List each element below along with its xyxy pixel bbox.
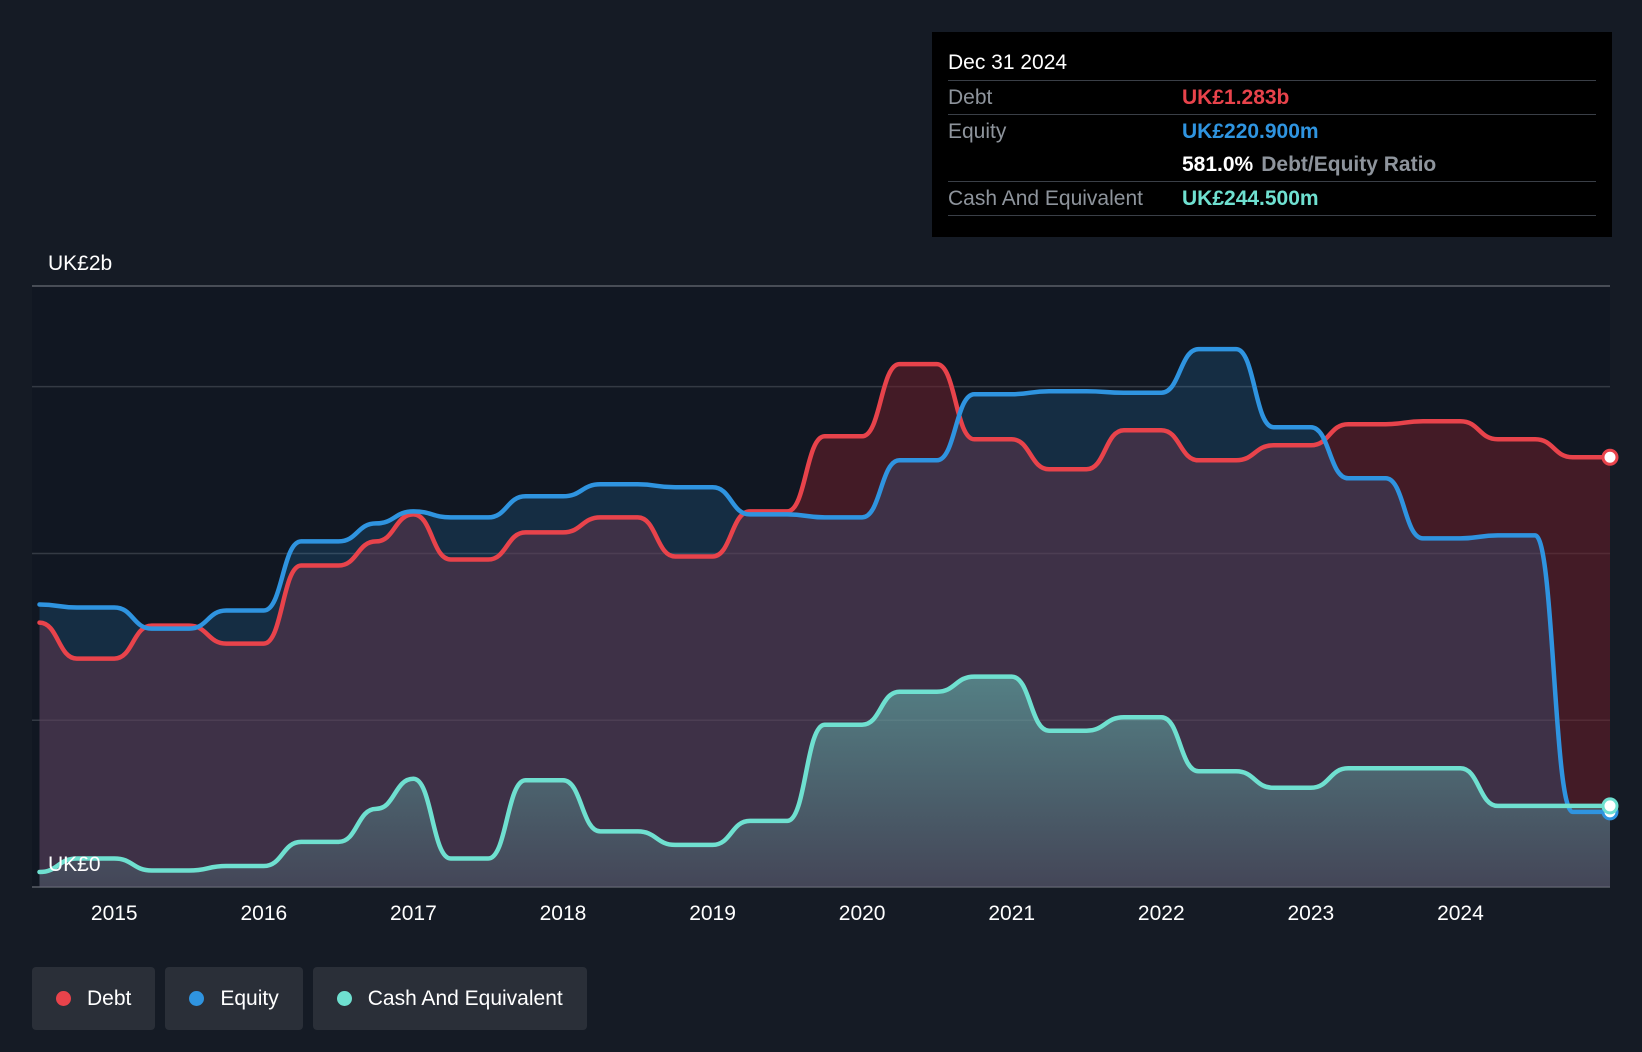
tooltip-cash-row: Cash And Equivalent UK£244.500m xyxy=(948,181,1596,216)
cash-dot-icon xyxy=(336,991,352,1006)
cash-series-line xyxy=(37,674,1613,875)
legend-item-equity[interactable]: Equity xyxy=(165,967,303,1030)
x-tick-label: 2021 xyxy=(988,902,1035,925)
x-tick-label: 2022 xyxy=(1138,902,1185,925)
tooltip-debt-value: UK£1.283b xyxy=(1182,85,1290,109)
equity-dot-icon xyxy=(189,991,205,1006)
legend-cash-label: Cash And Equivalent xyxy=(367,986,563,1010)
x-tick-label: 2023 xyxy=(1287,902,1334,925)
legend-item-cash[interactable]: Cash And Equivalent xyxy=(312,967,587,1030)
y-axis-bottom-label: UK£0 xyxy=(48,853,101,876)
x-tick-label: 2017 xyxy=(390,902,437,925)
debt-series-line xyxy=(37,361,1613,661)
tooltip-ratio-row: 581.0% Debt/Equity Ratio xyxy=(948,148,1596,181)
tooltip-equity-label: Equity xyxy=(948,119,1007,143)
data-tooltip: Dec 31 2024 Debt UK£1.283b Equity UK£220… xyxy=(932,32,1612,237)
cash-area xyxy=(39,676,1610,887)
equity-series-line xyxy=(37,346,1613,815)
tooltip-cash-value: UK£244.500m xyxy=(1182,186,1319,210)
debt-endpoint-marker xyxy=(1601,448,1619,466)
x-tick-label: 2018 xyxy=(540,902,587,925)
tooltip-equity-value: UK£220.900m xyxy=(1182,119,1319,143)
tooltip-equity-row: Equity UK£220.900m xyxy=(948,114,1596,148)
x-tick-label: 2016 xyxy=(240,902,287,925)
x-tick-label: 2015 xyxy=(91,902,138,925)
legend-debt-label: Debt xyxy=(87,986,132,1010)
tooltip-ratio-label: Debt/Equity Ratio xyxy=(1261,152,1437,176)
legend-item-debt[interactable]: Debt xyxy=(32,967,156,1030)
debt-area xyxy=(39,364,1610,888)
equity-area xyxy=(39,349,1610,888)
x-tick-label: 2019 xyxy=(689,902,736,925)
tooltip-debt-row: Debt UK£1.283b xyxy=(948,80,1596,114)
chart-legend: Debt Equity Cash And Equivalent xyxy=(32,967,587,1030)
x-tick-label: 2024 xyxy=(1437,902,1484,925)
debt-dot-icon xyxy=(56,991,71,1006)
y-axis-top-label: UK£2b xyxy=(48,252,112,275)
tooltip-debt-label: Debt xyxy=(948,85,993,109)
legend-equity-label: Equity xyxy=(220,986,279,1010)
cash-endpoint-marker xyxy=(1601,797,1619,815)
tooltip-date: Dec 31 2024 xyxy=(948,51,1068,74)
x-tick-label: 2020 xyxy=(839,902,886,925)
tooltip-cash-label: Cash And Equivalent xyxy=(948,186,1143,210)
tooltip-ratio-value: 581.0% xyxy=(1182,152,1254,176)
